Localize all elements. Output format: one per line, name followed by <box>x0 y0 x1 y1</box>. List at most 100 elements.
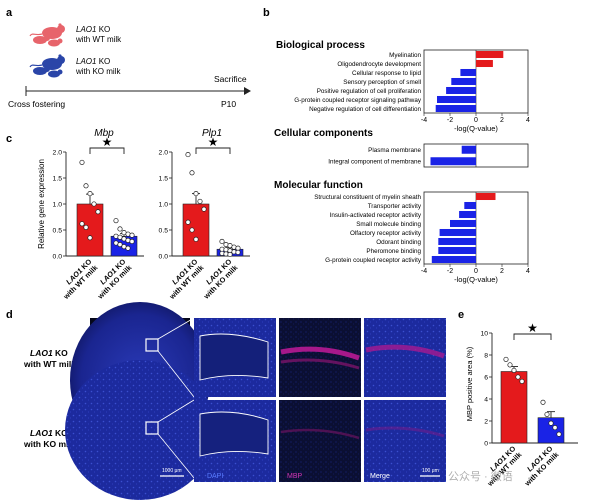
row-ko-line2: with KO milk <box>23 439 76 449</box>
data-point <box>87 191 93 197</box>
channel-label-mbp: MBP <box>287 473 303 480</box>
timeline-end-label: P10 <box>221 99 236 109</box>
go-bar <box>431 255 476 264</box>
expression-plots: Mbp 0.0 0.5 1.0 1.5 2.0 ★ LAO1 KOwith WT milkLA… <box>53 128 250 302</box>
svg-text:LAO1 KO: LAO1 KO <box>76 57 110 66</box>
data-point <box>189 227 195 233</box>
go-x-tick-label: 0 <box>474 117 478 124</box>
expression-plot-0: Mbp 0.0 0.5 1.0 1.5 2.0 ★ LAO1 KOwith WT milkLA… <box>53 128 144 302</box>
significance-star-icon: ★ <box>102 135 113 149</box>
data-point <box>227 251 233 257</box>
go-term-label: Cellular response to lipid <box>352 70 421 77</box>
y-tick-label: 10 <box>480 330 488 337</box>
bar <box>182 203 210 257</box>
significance-bracket <box>195 147 231 154</box>
timeline-start-label: Cross fostering <box>8 99 65 109</box>
group-ko-gene: LAO1 <box>76 57 96 66</box>
group-label: LAO1 KOwith KO milk <box>516 443 561 488</box>
data-point <box>235 245 241 251</box>
y-tick-label: 1.0 <box>159 201 169 208</box>
go-x-tick-label: 2 <box>500 117 504 124</box>
data-point <box>117 242 123 248</box>
data-point <box>83 183 89 189</box>
go-term-label: Negative regulation of cell differentiat… <box>309 106 421 113</box>
row-wt-suffix: KO <box>53 348 69 358</box>
roi-outline-ko <box>199 411 269 457</box>
data-point <box>556 431 562 437</box>
row-wt-line2: with WT milk <box>23 359 76 369</box>
svg-text:LAO1 KO: LAO1 KO <box>30 428 68 438</box>
brain-section-ko <box>65 360 215 500</box>
plot-title: Mbp <box>94 128 114 139</box>
data-point <box>113 218 119 224</box>
mbp-image-ko <box>279 400 361 482</box>
data-point <box>519 378 525 384</box>
plot-title: Plp1 <box>202 128 222 139</box>
data-point <box>79 221 85 227</box>
panel-a-label: a <box>6 7 13 19</box>
go-x-tick-label: -2 <box>447 117 453 124</box>
go-x-tick-label: 0 <box>474 268 478 275</box>
go-term-label: Pheromone binding <box>366 248 421 255</box>
go-bar <box>439 228 476 237</box>
go-term-label: Small molecule binding <box>356 221 421 228</box>
row-ko-suffix: KO <box>53 428 69 438</box>
y-tick-label: 1.5 <box>53 175 63 182</box>
expression-plot-1: Plp1 0.0 0.5 1.0 1.5 2.0 ★ LAO1 KOwith WT milkL… <box>159 128 250 302</box>
expression-y-axis-label: Relative gene expression <box>37 159 46 249</box>
go-bar <box>464 201 476 210</box>
row-wt-gene: LAO1 <box>30 348 53 358</box>
go-bar <box>446 86 476 95</box>
data-point <box>185 219 191 225</box>
panel-b-label: b <box>263 7 270 19</box>
data-point <box>189 170 195 176</box>
data-point <box>83 224 89 230</box>
data-point <box>117 226 123 232</box>
go-bar <box>461 145 476 154</box>
data-point <box>219 238 225 244</box>
data-point <box>503 356 509 362</box>
group-label: LAO1 KOwith KO milk <box>195 256 240 301</box>
merge-image-ko <box>364 400 446 482</box>
group-ko-suffix: KO <box>96 57 110 66</box>
go-bar <box>459 210 476 219</box>
roi-outline-wt <box>199 333 269 381</box>
go-x-tick-label: 4 <box>526 117 530 124</box>
timeline-arrow-icon <box>244 87 251 95</box>
data-point <box>193 191 199 197</box>
group-label: LAO1 KOwith WT milk <box>161 256 206 301</box>
y-tick-label: 0.0 <box>53 253 63 260</box>
y-tick-label: 0.5 <box>159 227 169 234</box>
go-term-label: Odorant binding <box>376 239 421 246</box>
data-point <box>185 152 191 158</box>
y-tick-label: 6 <box>484 374 488 381</box>
panel-c: c Relative gene expression Mbp 0.0 0.5 1.0 1… <box>6 128 250 302</box>
go-x-tick-label: -4 <box>421 268 427 275</box>
data-point <box>552 425 558 431</box>
data-point <box>87 235 93 241</box>
go-bar <box>451 77 476 86</box>
y-tick-label: 2.0 <box>53 149 63 156</box>
go-term-label: Sensory perception of smell <box>343 79 421 86</box>
svg-text:LAO1 KO: LAO1 KO <box>30 348 68 358</box>
panel-e-label: e <box>458 309 464 321</box>
merge-image-wt <box>364 318 446 397</box>
data-point <box>201 206 207 212</box>
zoom-box-wt <box>145 338 159 352</box>
go-x-tick-label: -4 <box>421 117 427 124</box>
y-tick-label: 0.0 <box>159 253 169 260</box>
go-x-axis-label: -log(Q-value) <box>454 124 498 133</box>
data-point <box>95 209 101 215</box>
go-bar <box>476 192 496 201</box>
go-term-label: Olfactory receptor activity <box>350 230 422 237</box>
go-bar <box>430 157 476 166</box>
go-bar <box>437 95 476 104</box>
data-point <box>197 198 203 204</box>
data-point <box>91 201 97 207</box>
watermark: 公众号 · 微语 <box>448 469 513 483</box>
section-molecular-function-title: Molecular function <box>274 180 363 191</box>
data-point <box>540 399 546 405</box>
go-bar <box>476 50 504 59</box>
data-point <box>511 367 517 373</box>
